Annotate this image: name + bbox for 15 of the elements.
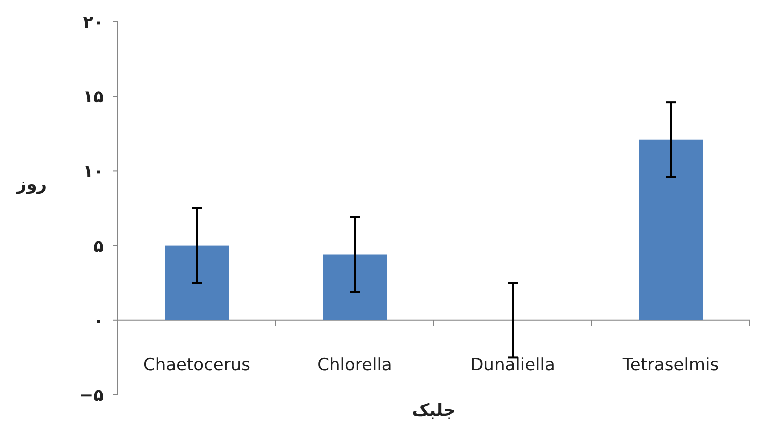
x-tick-label: Tetraselmis xyxy=(622,355,720,376)
bar xyxy=(323,254,387,320)
y-tick-label: ۲۰ xyxy=(83,13,104,33)
y-tick-label: ۵ xyxy=(94,236,104,257)
x-tick-label: Chaetocerus xyxy=(143,355,251,376)
x-tick-label: Dunaliella xyxy=(470,355,556,376)
x-axis-title: جلبک xyxy=(412,401,456,421)
bar xyxy=(165,246,229,320)
y-tick-label: ۱۵ xyxy=(83,88,104,108)
y-tick-label: ۱۰ xyxy=(83,162,104,182)
x-tick-label: Chlorella xyxy=(318,355,392,376)
y-axis-title: روز xyxy=(16,175,48,195)
y-tick-label: −۵ xyxy=(79,386,104,406)
bar xyxy=(639,140,703,320)
y-tick-label: ۰ xyxy=(94,311,104,332)
